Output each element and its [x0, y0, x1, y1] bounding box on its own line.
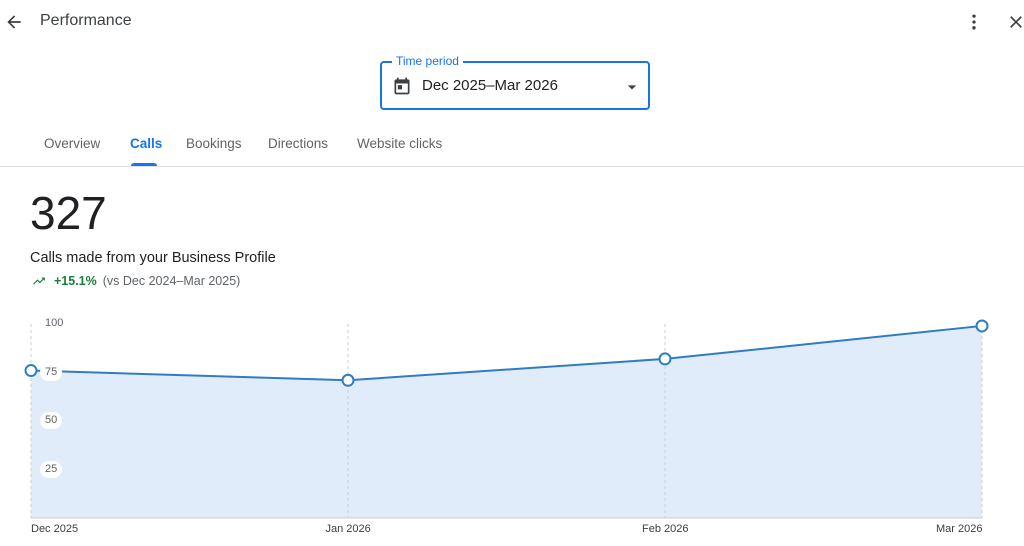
y-tick-label: 75	[40, 363, 63, 381]
chart-area-fill	[31, 325, 982, 518]
active-tab-indicator	[131, 163, 157, 166]
time-period-select[interactable]: Time period Dec 2025–Mar 2026	[380, 54, 650, 110]
tab-website-clicks[interactable]: Website clicks	[357, 136, 443, 151]
tab-directions[interactable]: Directions	[268, 136, 329, 151]
trend-comparison: (vs Dec 2024–Mar 2025)	[102, 274, 241, 288]
arrow-back-icon	[7, 15, 21, 29]
x-tick-label: Mar 2026	[936, 523, 983, 535]
time-period-value: Dec 2025–Mar 2026	[422, 77, 558, 94]
tab-calls[interactable]: Calls	[130, 136, 163, 151]
calendar-icon	[394, 77, 410, 95]
y-tick-label: 100	[40, 315, 69, 332]
tab-bookings[interactable]: Bookings	[186, 136, 242, 151]
total-calls-value: 327	[30, 187, 107, 239]
y-tick-label: 25	[40, 460, 63, 478]
tab-bar: Overview Calls Bookings Directions Websi…	[0, 126, 1024, 167]
x-tick-label: Feb 2026	[642, 523, 689, 535]
dropdown-arrow-icon	[627, 85, 637, 90]
y-tick-label: 50	[40, 412, 63, 429]
chart-series-line	[30, 324, 983, 382]
chart-point[interactable]	[658, 352, 672, 366]
page-title: Performance	[40, 12, 132, 29]
tab-overview[interactable]: Overview	[44, 136, 101, 151]
trend-row: +15.1% (vs Dec 2024–Mar 2025)	[30, 273, 240, 289]
back-button[interactable]	[2, 10, 26, 34]
trending-up-icon	[33, 277, 45, 285]
more-options-button[interactable]	[962, 10, 986, 34]
trend-change-value: +15.1%	[54, 274, 97, 288]
calls-chart: 100 75 50 25 Dec 2025 Jan 2026 Feb 2026 Mar 202…	[0, 300, 1024, 546]
top-bar: Performance	[0, 0, 1024, 44]
metric-description: Calls made from your Business Profile	[30, 250, 276, 266]
chart-canvas	[24, 319, 989, 519]
close-button[interactable]	[1004, 10, 1024, 34]
x-tick-label: Jan 2026	[325, 523, 371, 535]
chart-point[interactable]	[975, 319, 989, 333]
chart-point[interactable]	[24, 364, 38, 378]
chart-point[interactable]	[341, 373, 355, 387]
x-tick-label: Dec 2025	[31, 523, 79, 535]
close-icon	[1010, 16, 1022, 28]
more-vert-icon	[972, 14, 976, 30]
time-period-label: Time period	[392, 54, 463, 68]
